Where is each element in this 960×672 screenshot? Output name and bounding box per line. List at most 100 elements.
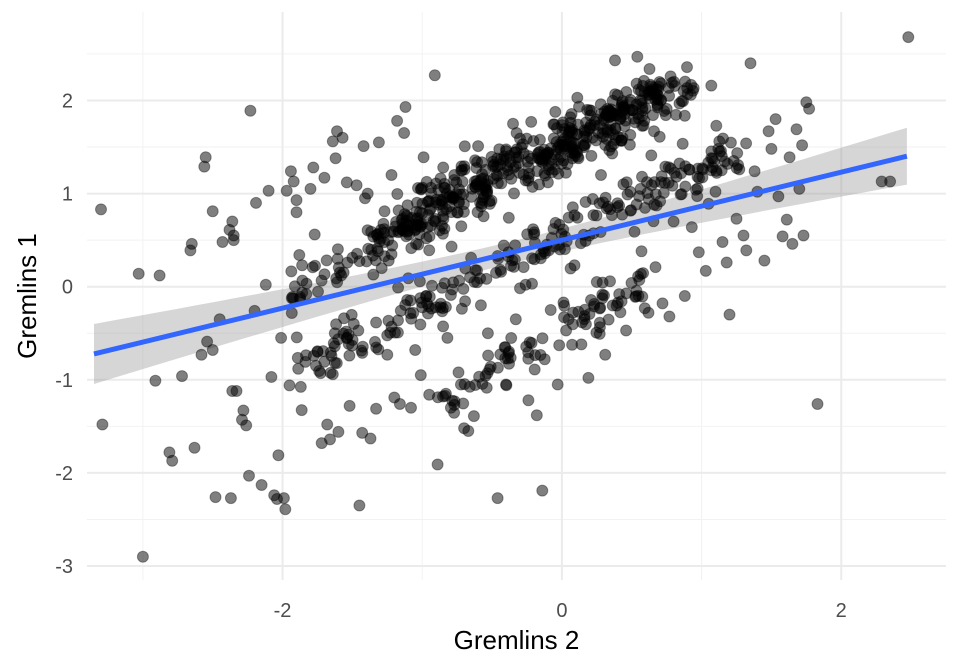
scatter-point: [294, 380, 307, 393]
scatter-point: [313, 365, 326, 377]
scatter-point: [414, 369, 427, 382]
scatter-point: [201, 335, 214, 348]
scatter-point: [599, 109, 612, 122]
scatter-point: [240, 419, 253, 432]
scatter-point: [567, 306, 580, 319]
scatter-point: [555, 157, 568, 170]
scatter-point: [321, 418, 334, 431]
scatter-point: [609, 88, 622, 101]
scatter-point: [347, 317, 360, 330]
scatter-point: [375, 262, 388, 275]
scatter-point: [295, 404, 308, 417]
scatter-point: [428, 69, 441, 82]
scatter-point: [572, 118, 584, 131]
scatter-point: [615, 134, 628, 147]
scatter-point: [783, 151, 796, 164]
scatter-point: [539, 247, 552, 260]
scatter-point: [209, 491, 222, 504]
scatter-point: [378, 226, 391, 239]
scatter-point: [315, 274, 328, 287]
scatter-point: [762, 125, 775, 138]
scatter-point: [206, 344, 219, 356]
scatter-point: [620, 324, 633, 337]
scatter-point: [590, 276, 603, 288]
scatter-point: [676, 137, 689, 150]
scatter-point: [457, 282, 470, 295]
scatter-point: [423, 388, 436, 401]
scatter-point: [617, 178, 630, 191]
scatter-point: [318, 171, 331, 184]
scatter-point: [575, 338, 588, 351]
scatter-point: [414, 318, 427, 331]
scatter-point: [507, 117, 519, 130]
scatter-point: [481, 327, 494, 340]
y-tick-label: -2: [55, 463, 73, 485]
scatter-point: [275, 331, 288, 344]
scatter-point: [385, 169, 398, 181]
scatter-point: [780, 213, 793, 226]
scatter-point: [740, 137, 753, 150]
scatter-point: [474, 299, 487, 312]
scatter-point: [409, 223, 422, 236]
scatter-point: [392, 281, 405, 294]
regression-line-layer: [93, 153, 908, 357]
scatter-point: [505, 332, 518, 344]
scatter-point: [528, 228, 540, 241]
scatter-point: [364, 432, 377, 445]
scatter-point: [536, 484, 549, 497]
scatter-point: [272, 449, 285, 462]
scatter-point: [737, 229, 750, 242]
scatter-point: [480, 272, 493, 285]
scatter-point: [636, 104, 649, 117]
scatter-point: [405, 242, 418, 255]
scatter-point: [340, 176, 353, 189]
scatter-point: [692, 246, 705, 259]
scatter-point: [642, 306, 655, 319]
scatter-point: [472, 140, 485, 153]
scatter-point: [290, 206, 303, 219]
scatter-point: [530, 409, 543, 422]
scatter-point: [308, 228, 321, 241]
scatter-point: [533, 153, 546, 166]
scatter-point: [326, 368, 339, 381]
scatter-point: [484, 360, 497, 373]
scatter-point: [564, 111, 577, 124]
scatter-point: [740, 244, 753, 257]
scatter-point: [598, 289, 610, 302]
scatter-point: [445, 240, 458, 253]
scatter-point: [769, 113, 782, 126]
scatter-point: [464, 271, 476, 284]
scatter-point: [593, 321, 606, 334]
scatter-point: [467, 410, 480, 423]
scatter-point: [531, 165, 544, 178]
scatter-point: [409, 344, 422, 356]
scatter-point: [343, 399, 356, 412]
scatter-point: [372, 343, 385, 356]
scatter-point: [386, 239, 399, 252]
scatter-point: [237, 404, 250, 417]
scatter-point: [796, 139, 809, 152]
scatter-point: [604, 275, 616, 288]
y-tick-label: -3: [55, 556, 73, 578]
scatter-point: [326, 135, 339, 148]
y-tick-labels: -3 -2 -1 0 1 2: [55, 90, 73, 578]
scatter-point: [405, 401, 417, 414]
y-tick-label: -1: [55, 370, 73, 392]
scatter-point: [290, 331, 303, 344]
scatter-point: [674, 188, 687, 201]
scatter-point: [520, 340, 533, 353]
scatter-point: [320, 254, 333, 267]
scatter-point: [697, 163, 709, 176]
scatter-point: [372, 136, 385, 149]
x-axis-title: Gremlins 2: [454, 625, 580, 655]
scatter-point: [501, 352, 514, 365]
scatter-point: [304, 182, 317, 195]
scatter-point: [132, 267, 145, 280]
scatter-point: [613, 288, 626, 301]
scatter-point: [656, 297, 669, 310]
scatter-point: [444, 289, 457, 301]
y-axis-title: Gremlins 1: [12, 233, 42, 359]
scatter-point: [541, 176, 554, 189]
scatter-point: [638, 74, 650, 87]
scatter-point: [475, 156, 488, 169]
